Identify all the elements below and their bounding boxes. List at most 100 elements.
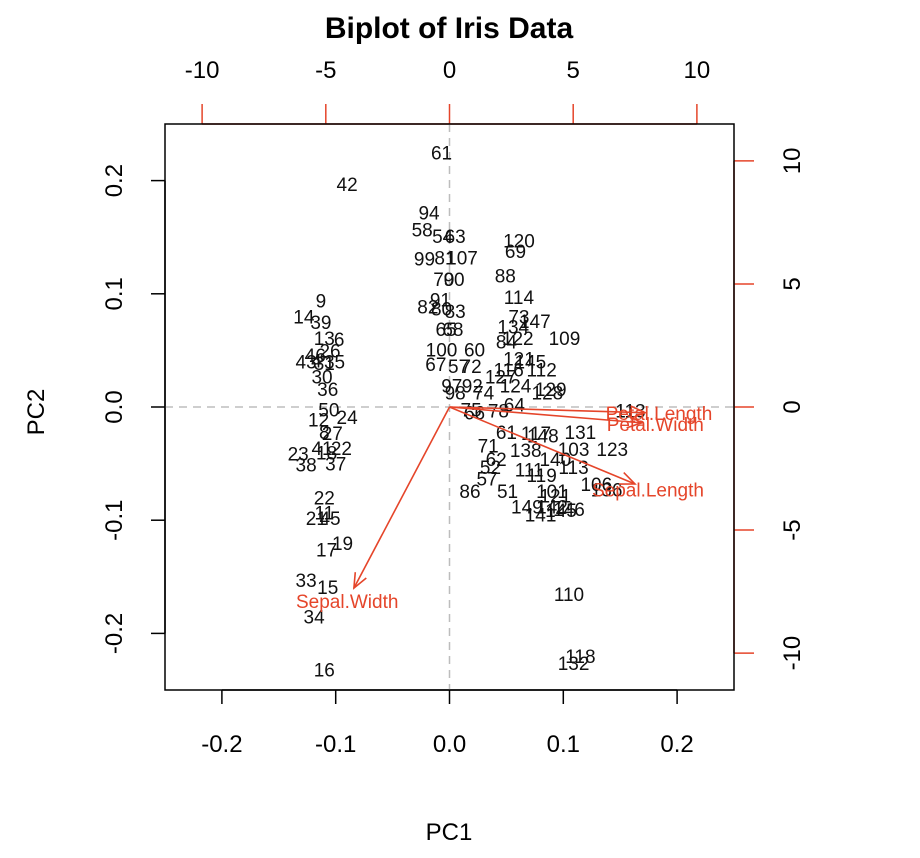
observation-label: 22: [314, 489, 335, 510]
right-tick-label: -10: [779, 636, 806, 671]
chart-title: Biplot of Iris Data: [325, 12, 574, 45]
observation-label: 94: [418, 203, 440, 224]
top-tick-label: 10: [684, 57, 711, 84]
observation-label: 57: [476, 469, 497, 490]
observation-label: 84: [496, 332, 518, 353]
observation-label: 91: [430, 290, 451, 311]
observation-label: 73: [508, 307, 529, 328]
observation-label: 109: [549, 329, 581, 350]
loading-arrow-shaft: [449, 406, 646, 414]
observation-label: 131: [565, 423, 597, 444]
observation-label: 51: [497, 482, 518, 503]
observation-label: 35: [324, 353, 345, 374]
observation-label: 70: [433, 270, 454, 291]
observation-label: 60: [464, 340, 485, 361]
observation-label: 134: [497, 318, 529, 339]
observation-label: 75: [461, 400, 482, 421]
observation-label: 13: [314, 329, 335, 350]
observation-label: 24: [337, 408, 359, 429]
x-axis-label: PC1: [426, 819, 473, 846]
observation-label: 123: [596, 440, 628, 461]
observation-label: 88: [495, 267, 516, 288]
observation-label: 21: [306, 509, 327, 530]
observation-label: 129: [535, 380, 567, 401]
observation-label: 68: [442, 320, 463, 341]
observation-label: 18: [316, 443, 337, 464]
observation-label: 101: [536, 482, 568, 503]
observation-label: 74: [473, 383, 495, 404]
observation-label: 8: [319, 423, 330, 444]
y-tick-label: -0.2: [101, 613, 128, 654]
top-tick-label: 0: [443, 57, 456, 84]
observation-label: 110: [554, 585, 584, 606]
observation-label: 52: [480, 458, 501, 479]
observation-label: 27: [322, 424, 343, 445]
observation-label: 30: [311, 367, 332, 388]
observation-label: 50: [318, 400, 339, 421]
right-tick-label: 5: [779, 277, 806, 290]
observation-label: 112: [527, 361, 557, 382]
observation-label: 17: [316, 541, 337, 562]
loading-arrow-head: [626, 414, 644, 429]
loading-arrow-shaft: [449, 406, 636, 485]
observation-label: 6: [334, 330, 345, 351]
observation-label: 26: [319, 341, 340, 362]
observation-label: 120: [503, 232, 535, 253]
observation-label: 46: [305, 346, 326, 367]
observation-label: 128: [532, 383, 564, 404]
right-tick-label: -5: [779, 519, 806, 540]
observation-label: 33: [296, 571, 317, 592]
observation-label: 107: [446, 249, 478, 270]
top-tick-label: -5: [315, 57, 336, 84]
observation-label: 111: [515, 460, 544, 481]
x-tick-label: 0.1: [547, 731, 580, 758]
observation-label: 127: [485, 367, 517, 388]
loading-label: Sepal.Width: [296, 592, 398, 613]
observation-label: 116: [494, 361, 524, 382]
observation-label: 57: [448, 357, 469, 378]
observation-label: 65: [436, 320, 457, 341]
y-tick-label: 0.1: [101, 277, 128, 310]
y-tick-label: 0.2: [101, 164, 128, 197]
observation-label: 122: [502, 329, 534, 350]
observation-label: 63: [445, 227, 466, 248]
observation-label: 147: [519, 312, 551, 333]
observation-label: 4: [311, 352, 322, 373]
observation-label: 80: [431, 300, 452, 321]
observation-label: 83: [445, 302, 466, 323]
observation-label: 34: [304, 607, 326, 628]
top-tick-label: -10: [185, 57, 220, 84]
observation-label: 62: [486, 450, 507, 471]
observation-label: 82: [417, 297, 438, 318]
observation-label: 141: [525, 506, 557, 527]
observation-label: 106: [580, 475, 612, 496]
observation-label: 78: [488, 401, 509, 422]
plot-frame: [164, 123, 735, 691]
loading-label: Petal.Width: [607, 415, 704, 436]
x-tick-label: -0.2: [201, 731, 242, 758]
observation-label: 23: [288, 444, 309, 465]
observation-label: 72: [461, 357, 482, 378]
right-tick-label: 0: [779, 400, 806, 413]
observation-label: 37: [325, 455, 346, 476]
loading-arrow-head: [630, 405, 648, 420]
loading-label: Petal.Length: [606, 404, 713, 425]
observation-label: 22: [331, 439, 352, 460]
top-tick-label: 5: [567, 57, 580, 84]
observation-label: 16: [314, 661, 335, 682]
x-tick-label: 0.0: [433, 731, 466, 758]
observation-label: 41: [311, 439, 332, 460]
observation-label: 31: [314, 354, 335, 375]
observation-label: 98: [445, 383, 466, 404]
observation-label: 12: [308, 410, 329, 431]
observation-label: 69: [505, 242, 526, 263]
x-tick-label: -0.1: [315, 731, 356, 758]
observation-label: 92: [462, 376, 483, 397]
observation-label: 71: [478, 436, 499, 457]
observation-label: 43: [296, 353, 317, 374]
observation-label: 145: [514, 353, 546, 374]
observation-label: 15: [317, 578, 338, 599]
observation-label: 19: [332, 534, 353, 555]
observation-label: 136: [591, 481, 623, 502]
observation-label: 145: [545, 501, 577, 522]
